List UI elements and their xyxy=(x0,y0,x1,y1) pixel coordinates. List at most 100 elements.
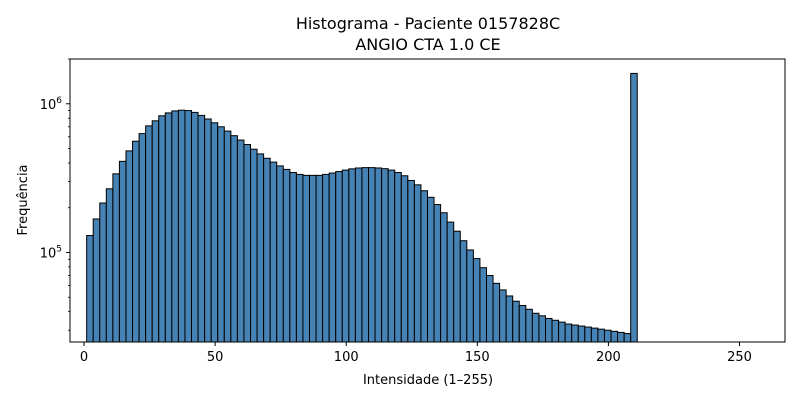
histogram-bar xyxy=(276,165,284,343)
histogram-bar xyxy=(335,171,343,343)
histogram-bar xyxy=(295,173,304,343)
histogram-bar xyxy=(177,109,186,343)
histogram-bar xyxy=(164,112,173,343)
histogram-bar xyxy=(584,326,592,343)
histogram-bar xyxy=(420,190,429,343)
histogram-bar xyxy=(466,249,474,343)
histogram-bar xyxy=(138,133,147,343)
histogram-bar xyxy=(492,282,501,343)
histogram-bar xyxy=(361,167,370,343)
histogram-bar xyxy=(99,202,107,343)
x-tick-label: 100 xyxy=(334,350,359,365)
x-tick-label: 200 xyxy=(596,350,621,365)
histogram-bar xyxy=(217,126,225,343)
histogram-bar xyxy=(223,130,232,343)
histogram-bar xyxy=(413,184,422,343)
x-tick-label: 150 xyxy=(465,350,490,365)
histogram-bar xyxy=(105,188,114,343)
bars-group xyxy=(86,72,638,343)
histogram-bar xyxy=(610,330,619,343)
histogram-bar xyxy=(538,315,546,343)
y-axis-label: Frequência xyxy=(16,164,31,235)
histogram-bar xyxy=(243,144,252,343)
histogram-bar xyxy=(381,168,389,343)
histogram-bar xyxy=(158,115,166,343)
histogram-bar xyxy=(525,308,533,343)
histogram-bar xyxy=(348,168,356,343)
histogram-bar xyxy=(512,300,520,343)
y-axis: 105 106 xyxy=(40,58,70,331)
x-axis: 0 50 100 150 200 250 xyxy=(80,342,752,365)
histogram-bar xyxy=(282,168,291,343)
histogram-bar xyxy=(151,120,160,343)
histogram-bar xyxy=(387,169,396,343)
histogram-bar xyxy=(440,212,448,343)
histogram-bar xyxy=(571,324,579,343)
histogram-bar xyxy=(400,175,409,343)
histogram-bar xyxy=(479,267,487,343)
histogram-bar xyxy=(407,179,415,343)
histogram-bar xyxy=(558,321,566,343)
histogram-bar xyxy=(125,150,134,343)
histogram-bar xyxy=(86,235,94,343)
histogram-bar xyxy=(171,110,179,343)
histogram-bar xyxy=(374,167,383,343)
histogram-bar xyxy=(341,169,350,343)
histogram-bar xyxy=(263,157,271,343)
x-axis-label: Intensidade (1–255) xyxy=(363,373,493,388)
histogram-bar xyxy=(112,173,120,343)
x-tick-label: 250 xyxy=(727,350,752,365)
histogram-bar xyxy=(531,312,540,343)
histogram-bar xyxy=(472,258,481,343)
histogram-bar xyxy=(191,111,199,343)
histogram-bar xyxy=(499,289,507,343)
histogram-bar xyxy=(132,140,140,343)
histogram-bar xyxy=(197,114,206,343)
histogram-bar xyxy=(544,317,553,343)
histogram-bar xyxy=(394,171,402,343)
histogram-bar xyxy=(118,160,127,343)
histogram-bar xyxy=(289,171,297,343)
histogram-bar xyxy=(630,72,638,343)
chart-subtitle: ANGIO CTA 1.0 CE xyxy=(355,35,500,54)
histogram-bar xyxy=(236,139,245,343)
histogram-bar xyxy=(518,304,527,343)
histogram-bar xyxy=(459,240,468,343)
histogram-bar xyxy=(92,218,101,343)
y-tick-label: 105 xyxy=(40,244,62,261)
histogram-bar xyxy=(302,174,311,343)
y-tick-label: 106 xyxy=(40,96,63,113)
histogram-bar xyxy=(446,221,455,343)
histogram-bar xyxy=(433,204,442,343)
histogram-bar xyxy=(597,328,605,343)
histogram-bar xyxy=(230,135,238,343)
x-tick-label: 50 xyxy=(207,350,224,365)
histogram-bar xyxy=(250,148,258,343)
histogram-bar xyxy=(184,110,193,343)
histogram-bar xyxy=(590,327,599,343)
histogram-bar xyxy=(368,167,376,343)
histogram-bar xyxy=(505,295,514,343)
histogram-bar xyxy=(322,173,330,343)
histogram-bar xyxy=(485,275,494,343)
histogram-bar xyxy=(256,153,265,343)
x-tick-label: 0 xyxy=(80,350,88,365)
histogram-bar xyxy=(210,122,219,343)
histogram-bar xyxy=(551,319,560,343)
histogram-bar xyxy=(204,118,212,343)
chart-title: Histograma - Paciente 0157828C xyxy=(296,14,560,33)
histogram-bar xyxy=(269,161,278,343)
histogram-bar xyxy=(145,125,153,343)
histogram-bar xyxy=(564,323,573,343)
histogram-bar xyxy=(328,172,337,343)
histogram-bar xyxy=(315,174,324,343)
histogram-bar xyxy=(453,230,461,343)
histogram-bar xyxy=(309,174,317,343)
plot-frame xyxy=(69,58,786,343)
histogram-bar xyxy=(354,167,363,343)
histogram-bar xyxy=(427,196,435,343)
histogram-bar xyxy=(603,329,612,343)
histogram-bar xyxy=(623,333,632,343)
histogram-bar xyxy=(617,331,625,343)
